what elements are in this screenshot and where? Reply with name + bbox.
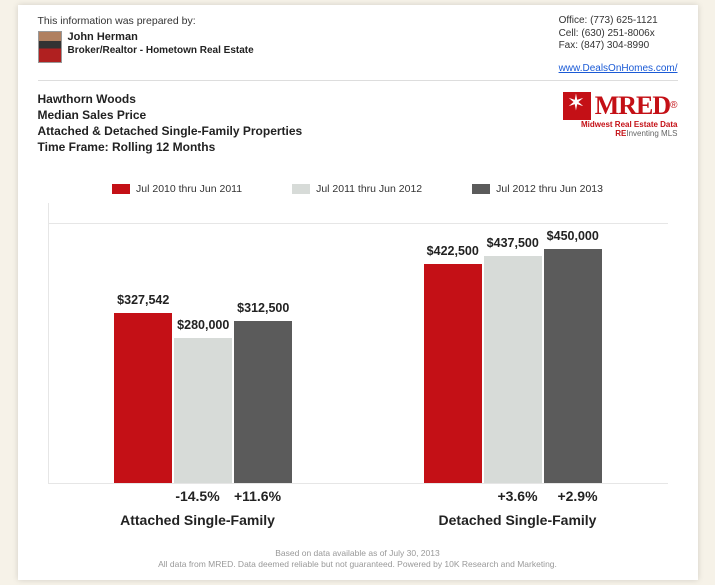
bar: $437,500 [484,256,542,484]
pct-change-value [109,488,167,504]
pct-change-value: +11.6% [229,488,287,504]
pct-change-value [429,488,487,504]
preparer-name: John Herman [68,31,254,43]
bar-value-label: $280,000 [177,318,229,332]
footer: Based on data available as of July 30, 2… [38,548,678,570]
legend-label: Jul 2011 thru Jun 2012 [316,183,422,195]
contact-fax: Fax: (847) 304-8990 [559,40,678,53]
mred-star-icon [563,92,591,120]
report-title-block: Hawthorn Woods Median Sales Price Attach… [38,91,303,156]
chart-area: $327,542$280,000$312,500$422,500$437,500… [48,203,668,484]
title-line3: Attached & Detached Single-Family Proper… [38,123,303,139]
category-row: Attached Single-Family Detached Single-Fa… [38,512,678,528]
legend-item: Jul 2011 thru Jun 2012 [292,183,422,195]
pct-change-value: +2.9% [549,488,607,504]
legend-swatch [292,184,310,194]
header-row: This information was prepared by: John H… [38,15,678,74]
bar-value-label: $312,500 [237,301,289,315]
footer-line1: Based on data available as of July 30, 2… [38,548,678,559]
contact-office: Office: (773) 625-1121 [559,15,678,28]
bar: $422,500 [424,264,482,484]
mred-logo-block: MRED ® Midwest Real Estate Data REInvent… [563,91,678,138]
bar-group: $327,542$280,000$312,500 [67,313,339,483]
title-line1: Hawthorn Woods [38,91,303,107]
mred-tagline: REInventing MLS [563,129,678,138]
bar-value-label: $327,542 [117,293,169,307]
separator [38,80,678,81]
category-label: Detached Single-Family [377,512,659,528]
preparer-block: This information was prepared by: John H… [38,15,254,74]
legend-label: Jul 2012 thru Jun 2013 [496,183,603,195]
legend-swatch [112,184,130,194]
bar: $450,000 [544,249,602,483]
title-line2: Median Sales Price [38,107,303,123]
bar-group: $422,500$437,500$450,000 [377,249,649,483]
pct-change-row: -14.5%+11.6% +3.6%+2.9% [38,488,678,504]
bar-value-label: $437,500 [487,236,539,250]
legend-label: Jul 2010 thru Jun 2011 [136,183,242,195]
contact-link[interactable]: www.DealsOnHomes.com/ [559,63,678,74]
contact-cell: Cell: (630) 251-8006x [559,28,678,41]
legend-swatch [472,184,490,194]
prepared-by-label: This information was prepared by: [38,15,254,27]
pct-change-value: +3.6% [489,488,547,504]
footer-line2: All data from MRED. Data deemed reliable… [38,559,678,570]
legend-item: Jul 2012 thru Jun 2013 [472,183,603,195]
contact-block: Office: (773) 625-1121 Cell: (630) 251-8… [559,15,678,74]
preparer-avatar [38,31,62,63]
legend: Jul 2010 thru Jun 2011 Jul 2011 thru Jun … [38,183,678,195]
mred-subtitle: Midwest Real Estate Data [563,121,678,129]
bar: $327,542 [114,313,172,483]
mred-logo-text: MRED [595,91,670,121]
preparer-title: Broker/Realtor - Hometown Real Estate [68,45,254,56]
registered-icon: ® [670,100,677,111]
pct-change-value: -14.5% [169,488,227,504]
preparer-row: John Herman Broker/Realtor - Hometown Re… [38,31,254,63]
title-row: Hawthorn Woods Median Sales Price Attach… [38,91,678,156]
bar: $312,500 [234,321,292,484]
legend-item: Jul 2010 thru Jun 2011 [112,183,242,195]
category-label: Attached Single-Family [57,512,339,528]
report-sheet: This information was prepared by: John H… [18,5,698,580]
bar-value-label: $422,500 [427,244,479,258]
pct-group: -14.5%+11.6% [57,488,339,504]
pct-group: +3.6%+2.9% [377,488,659,504]
bar: $280,000 [174,338,232,484]
title-line4: Time Frame: Rolling 12 Months [38,139,303,155]
bar-value-label: $450,000 [547,229,599,243]
